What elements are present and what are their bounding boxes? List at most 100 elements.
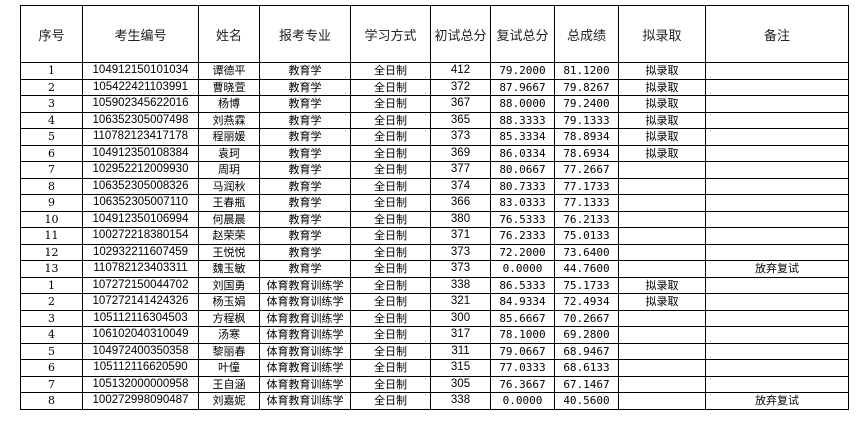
cell-retest-score: 72.2000 (490, 243, 555, 261)
cell-preliminary-score: 380 (430, 210, 491, 228)
cell-candidate-id: 104912150101034 (82, 62, 199, 80)
table-row: 1 107272150044702 刘国勇 体育教育训练学 全日制 338 86.5333 7… (20, 276, 849, 294)
cell-remark (705, 359, 849, 377)
cell-admission: 拟录取 (618, 95, 706, 113)
cell-retest-score: 0.0000 (490, 392, 555, 410)
cell-retest-score: 78.1000 (490, 326, 555, 344)
cell-total-score: 69.2800 (554, 326, 619, 344)
cell-index: 12 (20, 243, 83, 261)
cell-total-score: 81.1200 (554, 62, 619, 80)
cell-total-score: 44.7600 (554, 260, 619, 278)
cell-index: 4 (20, 326, 83, 344)
cell-name: 曹晓萱 (198, 78, 260, 96)
cell-candidate-id: 106102040310049 (82, 326, 199, 344)
cell-total-score: 79.8267 (554, 78, 619, 96)
cell-study-mode: 全日制 (350, 392, 431, 410)
table-row: 13 110782123403311 魏玉敏 教育学 全日制 373 0.0000 44.76… (20, 260, 849, 278)
cell-retest-score: 88.3333 (490, 111, 555, 129)
cell-name: 汤寒 (198, 326, 260, 344)
table-row: 4 106352305007498 刘燕霖 教育学 全日制 365 88.3333 79.13… (20, 111, 849, 129)
cell-admission (618, 227, 706, 245)
table-row: 10 104912350106994 何晨晨 教育学 全日制 380 76.5333 76.2… (20, 210, 849, 228)
cell-major: 体育教育训练学 (259, 293, 351, 311)
cell-retest-score: 83.0333 (490, 194, 555, 212)
cell-preliminary-score: 366 (430, 194, 491, 212)
cell-retest-score: 80.7333 (490, 177, 555, 195)
cell-index: 5 (20, 128, 83, 146)
cell-candidate-id: 110782123403311 (82, 260, 199, 278)
cell-preliminary-score: 311 (430, 342, 491, 360)
cell-index: 6 (20, 359, 83, 377)
cell-candidate-id: 107272141424326 (82, 293, 199, 311)
cell-major: 教育学 (259, 210, 351, 228)
header-remark: 备注 (705, 5, 849, 63)
cell-candidate-id: 100272998090487 (82, 392, 199, 410)
cell-study-mode: 全日制 (350, 243, 431, 261)
cell-total-score: 76.2133 (554, 210, 619, 228)
cell-candidate-id: 102952212009930 (82, 161, 199, 179)
cell-preliminary-score: 369 (430, 144, 491, 162)
cell-major: 教育学 (259, 227, 351, 245)
cell-candidate-id: 104912350106994 (82, 210, 199, 228)
cell-name: 刘嘉妮 (198, 392, 260, 410)
header-row: 序号 考生编号 姓名 报考专业 学习方式 初试总分 复试总分 总成绩 拟录取 备注 (20, 5, 849, 63)
cell-retest-score: 85.6667 (490, 309, 555, 327)
cell-name: 赵荣荣 (198, 227, 260, 245)
cell-retest-score: 77.0333 (490, 359, 555, 377)
cell-index: 1 (20, 276, 83, 294)
cell-candidate-id: 106352305007110 (82, 194, 199, 212)
cell-study-mode: 全日制 (350, 95, 431, 113)
cell-major: 教育学 (259, 243, 351, 261)
cell-preliminary-score: 317 (430, 326, 491, 344)
table-row: 7 105132000000958 王自涵 体育教育训练学 全日制 305 76.3667 6… (20, 375, 849, 393)
cell-study-mode: 全日制 (350, 375, 431, 393)
cell-total-score: 68.9467 (554, 342, 619, 360)
cell-remark (705, 78, 849, 96)
cell-major: 教育学 (259, 128, 351, 146)
cell-preliminary-score: 321 (430, 293, 491, 311)
cell-name: 魏玉敏 (198, 260, 260, 278)
cell-preliminary-score: 371 (430, 227, 491, 245)
cell-index: 3 (20, 95, 83, 113)
cell-remark (705, 177, 849, 195)
cell-study-mode: 全日制 (350, 62, 431, 80)
cell-admission: 拟录取 (618, 293, 706, 311)
cell-preliminary-score: 372 (430, 78, 491, 96)
cell-name: 谭德平 (198, 62, 260, 80)
cell-candidate-id: 104972400350358 (82, 342, 199, 360)
table-row: 11 100272218380154 赵荣荣 教育学 全日制 371 76.2333 75.0… (20, 227, 849, 245)
cell-total-score: 78.8934 (554, 128, 619, 146)
header-admission: 拟录取 (618, 5, 706, 63)
cell-name: 袁珂 (198, 144, 260, 162)
cell-name: 王悦悦 (198, 243, 260, 261)
cell-retest-score: 84.9334 (490, 293, 555, 311)
cell-total-score: 73.6400 (554, 243, 619, 261)
header-major: 报考专业 (259, 5, 351, 63)
cell-index: 5 (20, 342, 83, 360)
cell-index: 2 (20, 78, 83, 96)
cell-study-mode: 全日制 (350, 260, 431, 278)
cell-study-mode: 全日制 (350, 293, 431, 311)
cell-remark (705, 309, 849, 327)
header-index: 序号 (20, 5, 83, 63)
cell-index: 8 (20, 177, 83, 195)
cell-total-score: 67.1467 (554, 375, 619, 393)
cell-total-score: 77.1333 (554, 194, 619, 212)
cell-major: 教育学 (259, 161, 351, 179)
cell-major: 教育学 (259, 95, 351, 113)
cell-name: 方程枫 (198, 309, 260, 327)
cell-remark (705, 375, 849, 393)
cell-retest-score: 79.2000 (490, 62, 555, 80)
cell-preliminary-score: 412 (430, 62, 491, 80)
cell-admission (618, 359, 706, 377)
cell-candidate-id: 107272150044702 (82, 276, 199, 294)
cell-admission: 拟录取 (618, 62, 706, 80)
cell-total-score: 72.4934 (554, 293, 619, 311)
cell-admission (618, 342, 706, 360)
header-total-score: 总成绩 (554, 5, 619, 63)
cell-candidate-id: 110782123417178 (82, 128, 199, 146)
cell-study-mode: 全日制 (350, 276, 431, 294)
cell-major: 体育教育训练学 (259, 359, 351, 377)
cell-admission: 拟录取 (618, 128, 706, 146)
table-row: 9 106352305007110 王春瓶 教育学 全日制 366 83.0333 77.13… (20, 194, 849, 212)
